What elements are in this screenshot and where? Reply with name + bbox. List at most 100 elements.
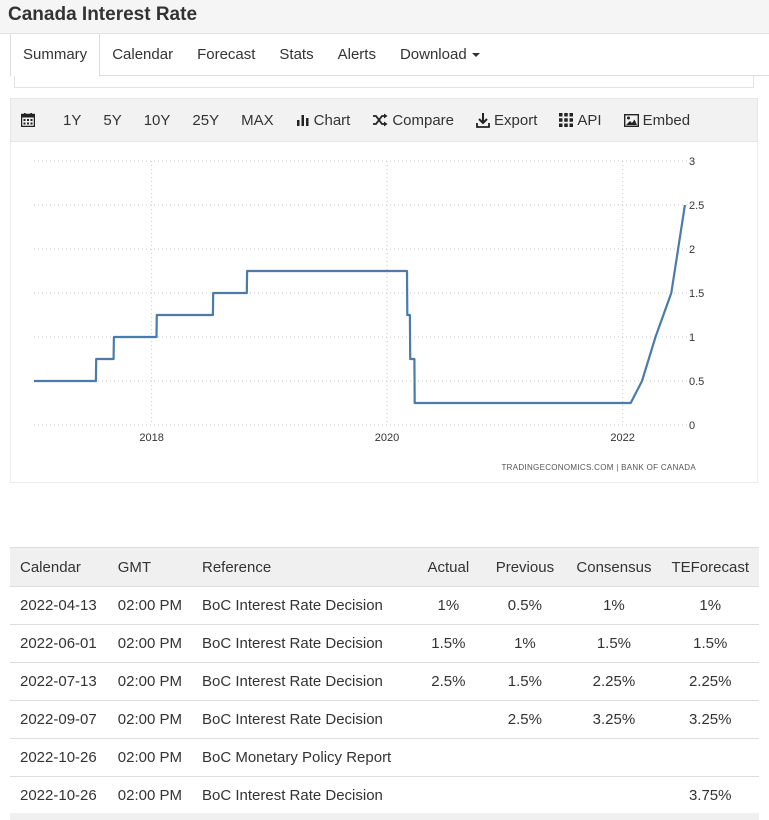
cell-gmt: 02:00 PM (107, 586, 192, 625)
line-chart: 0 0.5 1 1.5 2 2.5 3 2018 2020 2022 TRADINGECONOMIC… (34, 156, 704, 472)
cell-previous (483, 738, 567, 777)
chart-button[interactable]: Chart (296, 111, 351, 129)
cell-actual: 1% (413, 586, 484, 625)
tab-download[interactable]: Download (388, 34, 492, 75)
table-row[interactable]: 2022-10-26 02:00 PM BoC Monetary Policy Re… (10, 738, 759, 777)
cell-consensus: 3.25% (566, 700, 662, 739)
tab-calendar[interactable]: Calendar (112, 46, 174, 63)
cell-teforecast: 3.75% (661, 776, 759, 815)
header-consensus[interactable]: Consensus (566, 547, 662, 587)
cell-previous: 0.5% (483, 586, 567, 625)
table-row[interactable]: 2022-09-07 02:00 PM BoC Interest Rate Deci… (10, 700, 759, 739)
cell-previous: 2.5% (483, 700, 567, 739)
table-header-row: Calendar GMT Reference Actual Previous C… (10, 547, 759, 587)
chart-toolbar: 1Y 5Y 10Y 25Y MAX Chart Compare Export A… (10, 98, 758, 142)
range-25y-button[interactable]: 25Y (192, 111, 220, 129)
cell-date: 2022-10-26 (10, 738, 108, 777)
cell-teforecast (661, 738, 759, 777)
cell-actual (413, 776, 484, 815)
cell-reference[interactable]: BoC Interest Rate Decision (191, 624, 414, 663)
cell-teforecast: 1% (661, 586, 759, 625)
range-5y-button[interactable]: 5Y (103, 111, 122, 129)
cell-teforecast: 2.25% (661, 662, 759, 701)
y-tick-label: 0 (689, 420, 695, 432)
header-reference[interactable]: Reference (191, 547, 414, 587)
tab-bar: Summary Calendar Forecast Stats Alerts D… (10, 34, 769, 77)
cell-consensus: 1.5% (566, 624, 662, 663)
embed-button-label: Embed (642, 111, 691, 129)
table-footer (10, 813, 759, 820)
compare-button[interactable]: Compare (372, 112, 454, 129)
embed-button[interactable]: Embed (623, 111, 691, 129)
bar-chart-icon (296, 115, 309, 126)
cell-actual: 2.5% (413, 662, 484, 701)
grid-icon (559, 113, 574, 127)
x-tick-label: 2018 (139, 432, 163, 444)
header-gmt[interactable]: GMT (107, 547, 192, 587)
header-calendar[interactable]: Calendar (10, 547, 108, 587)
cell-gmt: 02:00 PM (107, 662, 192, 701)
cell-gmt: 02:00 PM (107, 700, 192, 739)
api-button-label: API (577, 111, 602, 129)
cell-reference[interactable]: BoC Interest Rate Decision (191, 586, 414, 625)
cell-reference[interactable]: BoC Monetary Policy Report (191, 738, 414, 777)
caret-down-icon (471, 53, 480, 58)
y-tick-label: 2.5 (689, 200, 704, 212)
tab-forecast[interactable]: Forecast (197, 46, 256, 63)
x-tick-label: 2022 (610, 432, 634, 444)
tab-alerts[interactable]: Alerts (337, 46, 376, 63)
y-tick-label: 0.5 (689, 376, 704, 388)
download-icon (476, 112, 490, 128)
cell-gmt: 02:00 PM (107, 624, 192, 663)
cell-gmt: 02:00 PM (107, 776, 192, 815)
cell-date: 2022-06-01 (10, 624, 108, 663)
api-button[interactable]: API (559, 111, 602, 129)
cell-consensus: 2.25% (566, 662, 662, 701)
cell-previous (483, 776, 567, 815)
tab-content-border (14, 76, 754, 88)
table-row[interactable]: 2022-04-13 02:00 PM BoC Interest Rate Deci… (10, 586, 759, 625)
cell-previous: 1.5% (483, 662, 567, 701)
y-tick-label: 3 (689, 156, 695, 168)
tab-summary[interactable]: Summary (10, 34, 101, 77)
cell-teforecast: 1.5% (661, 624, 759, 663)
table-row[interactable]: 2022-06-01 02:00 PM BoC Interest Rate Deci… (10, 624, 759, 663)
cell-actual: 1.5% (413, 624, 484, 663)
y-tick-label: 2 (689, 244, 695, 256)
y-tick-label: 1 (689, 332, 695, 344)
header-previous[interactable]: Previous (483, 547, 567, 587)
table-row[interactable]: 2022-07-13 02:00 PM BoC Interest Rate Deci… (10, 662, 759, 701)
export-button[interactable]: Export (476, 112, 537, 129)
cell-reference[interactable]: BoC Interest Rate Decision (191, 700, 414, 739)
chart-button-label: Chart (313, 111, 351, 129)
cell-gmt: 02:00 PM (107, 738, 192, 777)
range-max-button[interactable]: MAX (241, 111, 274, 129)
table-row[interactable]: 2022-10-26 02:00 PM BoC Interest Rate Deci… (10, 776, 759, 815)
cell-teforecast: 3.25% (661, 700, 759, 739)
cell-consensus: 1% (566, 586, 662, 625)
tab-download-label: Download (399, 46, 467, 63)
cell-date: 2022-09-07 (10, 700, 108, 739)
cell-reference[interactable]: BoC Interest Rate Decision (191, 776, 414, 815)
shuffle-icon (373, 113, 388, 127)
cell-date: 2022-10-26 (10, 776, 108, 815)
series-line (34, 204, 686, 405)
chart-source: TRADINGECONOMICS.COM | BANK OF CANADA (501, 463, 696, 472)
page-title: Canada Interest Rate (0, 0, 769, 34)
calendar-icon[interactable] (21, 113, 39, 127)
compare-button-label: Compare (392, 111, 455, 129)
cell-previous: 1% (483, 624, 567, 663)
y-tick-label: 1.5 (689, 288, 704, 300)
export-button-label: Export (494, 111, 538, 129)
range-1y-button[interactable]: 1Y (63, 111, 82, 129)
cell-actual (413, 738, 484, 777)
cell-date: 2022-04-13 (10, 586, 108, 625)
cell-actual (413, 700, 484, 739)
header-actual[interactable]: Actual (413, 547, 484, 587)
cell-consensus (566, 776, 662, 815)
header-teforecast[interactable]: TEForecast (661, 547, 759, 587)
tab-stats[interactable]: Stats (279, 46, 314, 63)
cell-reference[interactable]: BoC Interest Rate Decision (191, 662, 414, 701)
image-icon (623, 113, 639, 127)
range-10y-button[interactable]: 10Y (143, 111, 171, 129)
